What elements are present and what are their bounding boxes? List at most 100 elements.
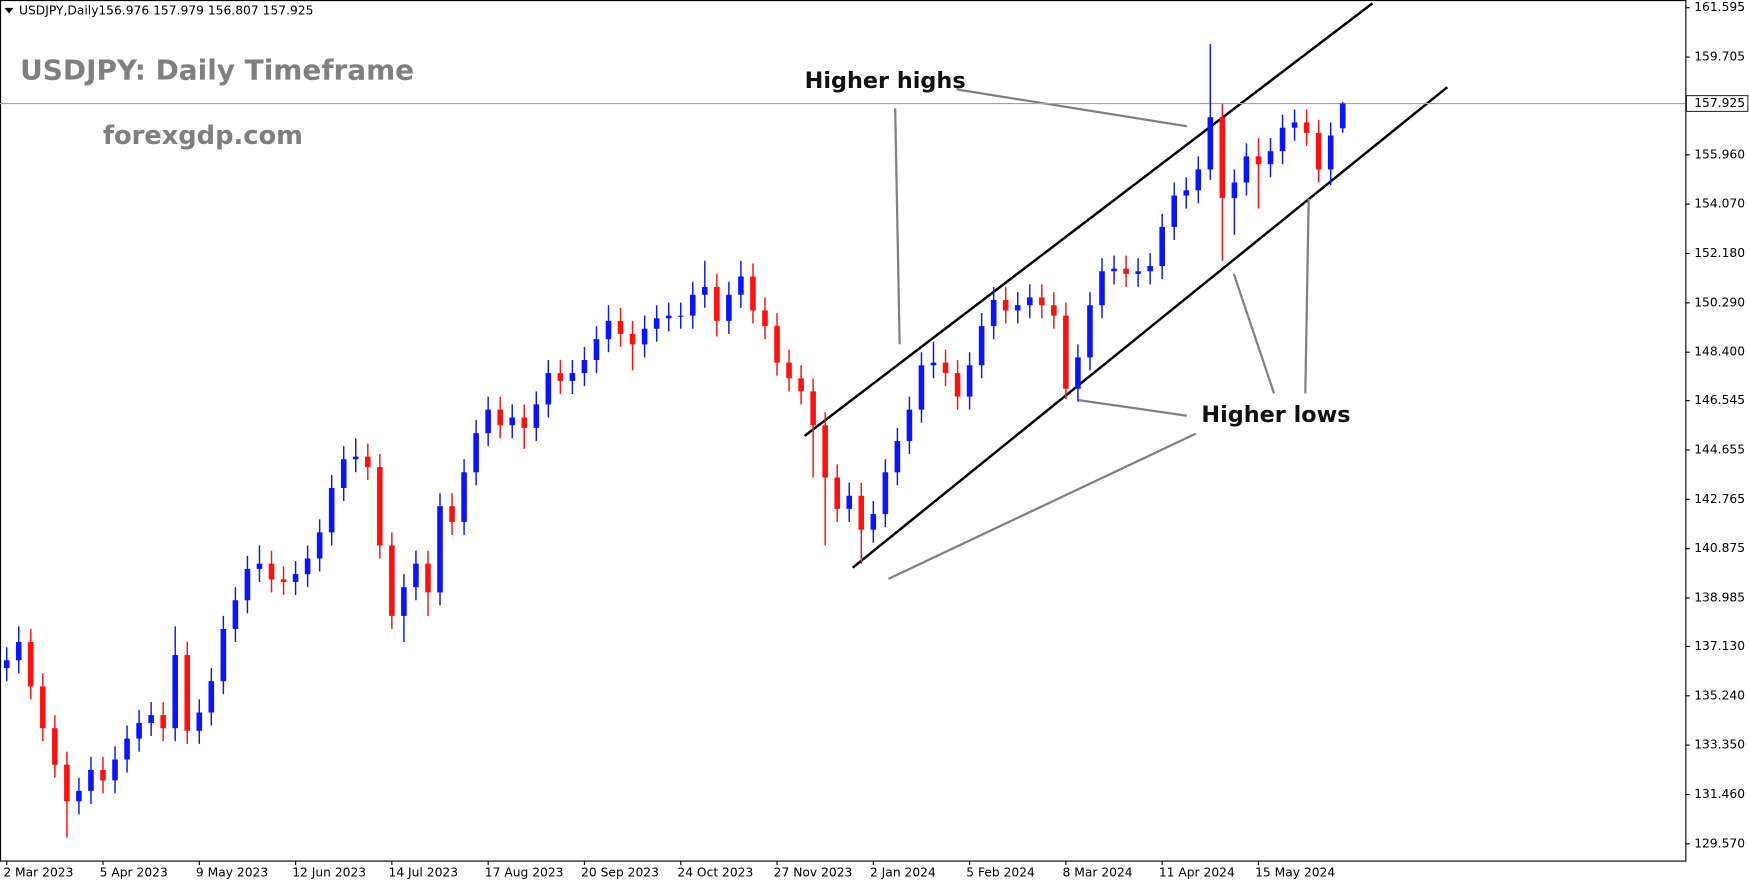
candle-body xyxy=(112,759,118,781)
x-tick-label: 24 Oct 2023 xyxy=(677,865,753,879)
candle-body xyxy=(1231,182,1238,199)
candle-body xyxy=(1147,266,1153,272)
candle-body xyxy=(714,286,720,321)
candle-body xyxy=(605,320,612,340)
y-tick-label: 152.180 xyxy=(1694,246,1745,260)
candle-body xyxy=(954,373,961,397)
ohlc-close: 157.925 xyxy=(263,4,314,18)
candle-body xyxy=(557,373,564,381)
y-tick-label: 142.765 xyxy=(1694,492,1745,506)
candle-body xyxy=(738,276,744,295)
candle-body xyxy=(509,417,516,426)
candle-body xyxy=(1219,117,1226,199)
x-tick-label: 27 Nov 2023 xyxy=(774,865,853,879)
candle-body xyxy=(702,286,708,295)
candle-body xyxy=(762,310,768,327)
y-tick-label: 138.985 xyxy=(1694,591,1745,605)
candle-body xyxy=(88,769,94,791)
chart-title: USDJPY: Daily Timeframe xyxy=(20,54,414,87)
candle-body xyxy=(750,276,756,311)
candle-body xyxy=(665,315,672,319)
candle-body xyxy=(1039,297,1045,306)
candle-body xyxy=(822,425,828,478)
y-tick-label: 140.875 xyxy=(1694,541,1745,555)
candle-body xyxy=(208,681,215,713)
candle-body xyxy=(413,563,419,588)
candle-body xyxy=(304,558,311,575)
candle-body xyxy=(1123,268,1129,274)
candle-body xyxy=(1087,305,1093,358)
candle-body xyxy=(328,487,335,533)
candle-body xyxy=(569,373,576,381)
annotation: Higher highs xyxy=(805,68,966,94)
candle-body xyxy=(1267,151,1274,165)
candle-body xyxy=(172,655,179,729)
candle-body xyxy=(449,506,455,522)
candle-body xyxy=(1171,195,1178,227)
pointer xyxy=(1232,273,1276,394)
y-tick-label: 150.290 xyxy=(1694,295,1745,309)
candle-body xyxy=(461,472,467,522)
candle-body xyxy=(1051,305,1057,316)
x-tick-label: 2 Mar 2023 xyxy=(3,865,73,879)
candle-body xyxy=(1002,299,1009,311)
y-tick-label: 144.655 xyxy=(1694,442,1745,456)
x-tick-label: 15 May 2024 xyxy=(1255,865,1335,879)
y-tick-label: 137.130 xyxy=(1694,639,1745,653)
candle-body xyxy=(545,373,552,405)
y-tick-label: 129.570 xyxy=(1694,836,1745,850)
candle-body xyxy=(533,404,540,428)
candle-body xyxy=(1099,271,1105,306)
candle-body xyxy=(521,417,528,428)
candle-body xyxy=(1111,268,1117,272)
plot-frame xyxy=(0,0,1687,862)
candle-body xyxy=(3,660,10,669)
candle-body xyxy=(148,715,154,723)
candle-body xyxy=(677,315,684,317)
y-tick-label: 159.705 xyxy=(1694,50,1745,64)
x-tick-label: 9 May 2023 xyxy=(196,865,268,879)
candle-body xyxy=(1026,297,1033,306)
x-tick-label: 14 Jul 2023 xyxy=(389,865,459,879)
candle-body xyxy=(581,360,588,374)
candle-body xyxy=(942,362,949,374)
x-tick-label: 17 Aug 2023 xyxy=(485,865,564,879)
pointer xyxy=(1304,198,1310,394)
candle-body xyxy=(726,294,732,321)
x-tick-label: 2 Jan 2024 xyxy=(870,865,936,879)
candle-body xyxy=(280,579,287,582)
candle-body xyxy=(401,587,407,616)
candle-body xyxy=(858,495,865,530)
candle-body xyxy=(1135,271,1141,274)
candle-body xyxy=(340,459,347,488)
candle-body xyxy=(76,790,82,802)
candle-body xyxy=(52,728,58,765)
pointer xyxy=(1078,398,1188,417)
candle-body xyxy=(64,764,70,802)
candle-body xyxy=(100,769,106,781)
channel-upper xyxy=(803,2,1374,437)
x-tick-label: 12 Jun 2023 xyxy=(292,865,366,879)
candle-body xyxy=(894,440,901,473)
candle-body xyxy=(918,365,925,410)
candle-body xyxy=(653,318,660,329)
x-tick-label: 5 Feb 2024 xyxy=(966,865,1035,879)
candle-body xyxy=(870,514,877,530)
candle-body xyxy=(906,409,913,441)
candle-body xyxy=(774,326,780,363)
candle-body xyxy=(930,362,937,366)
candle-body xyxy=(27,642,34,687)
candle-body xyxy=(497,409,503,426)
candle-body xyxy=(1183,190,1190,196)
candle-body xyxy=(990,299,997,327)
ohlc-low: 156.807 xyxy=(208,4,259,18)
candle-body xyxy=(377,467,383,546)
x-tick-label: 20 Sep 2023 xyxy=(581,865,659,879)
candle-body xyxy=(641,328,648,345)
symbol: USDJPY,Daily xyxy=(19,4,98,18)
pointer xyxy=(887,432,1197,580)
candle-body xyxy=(882,472,889,515)
candle-body xyxy=(593,339,600,361)
chart-subtitle: forexgdp.com xyxy=(103,121,303,151)
